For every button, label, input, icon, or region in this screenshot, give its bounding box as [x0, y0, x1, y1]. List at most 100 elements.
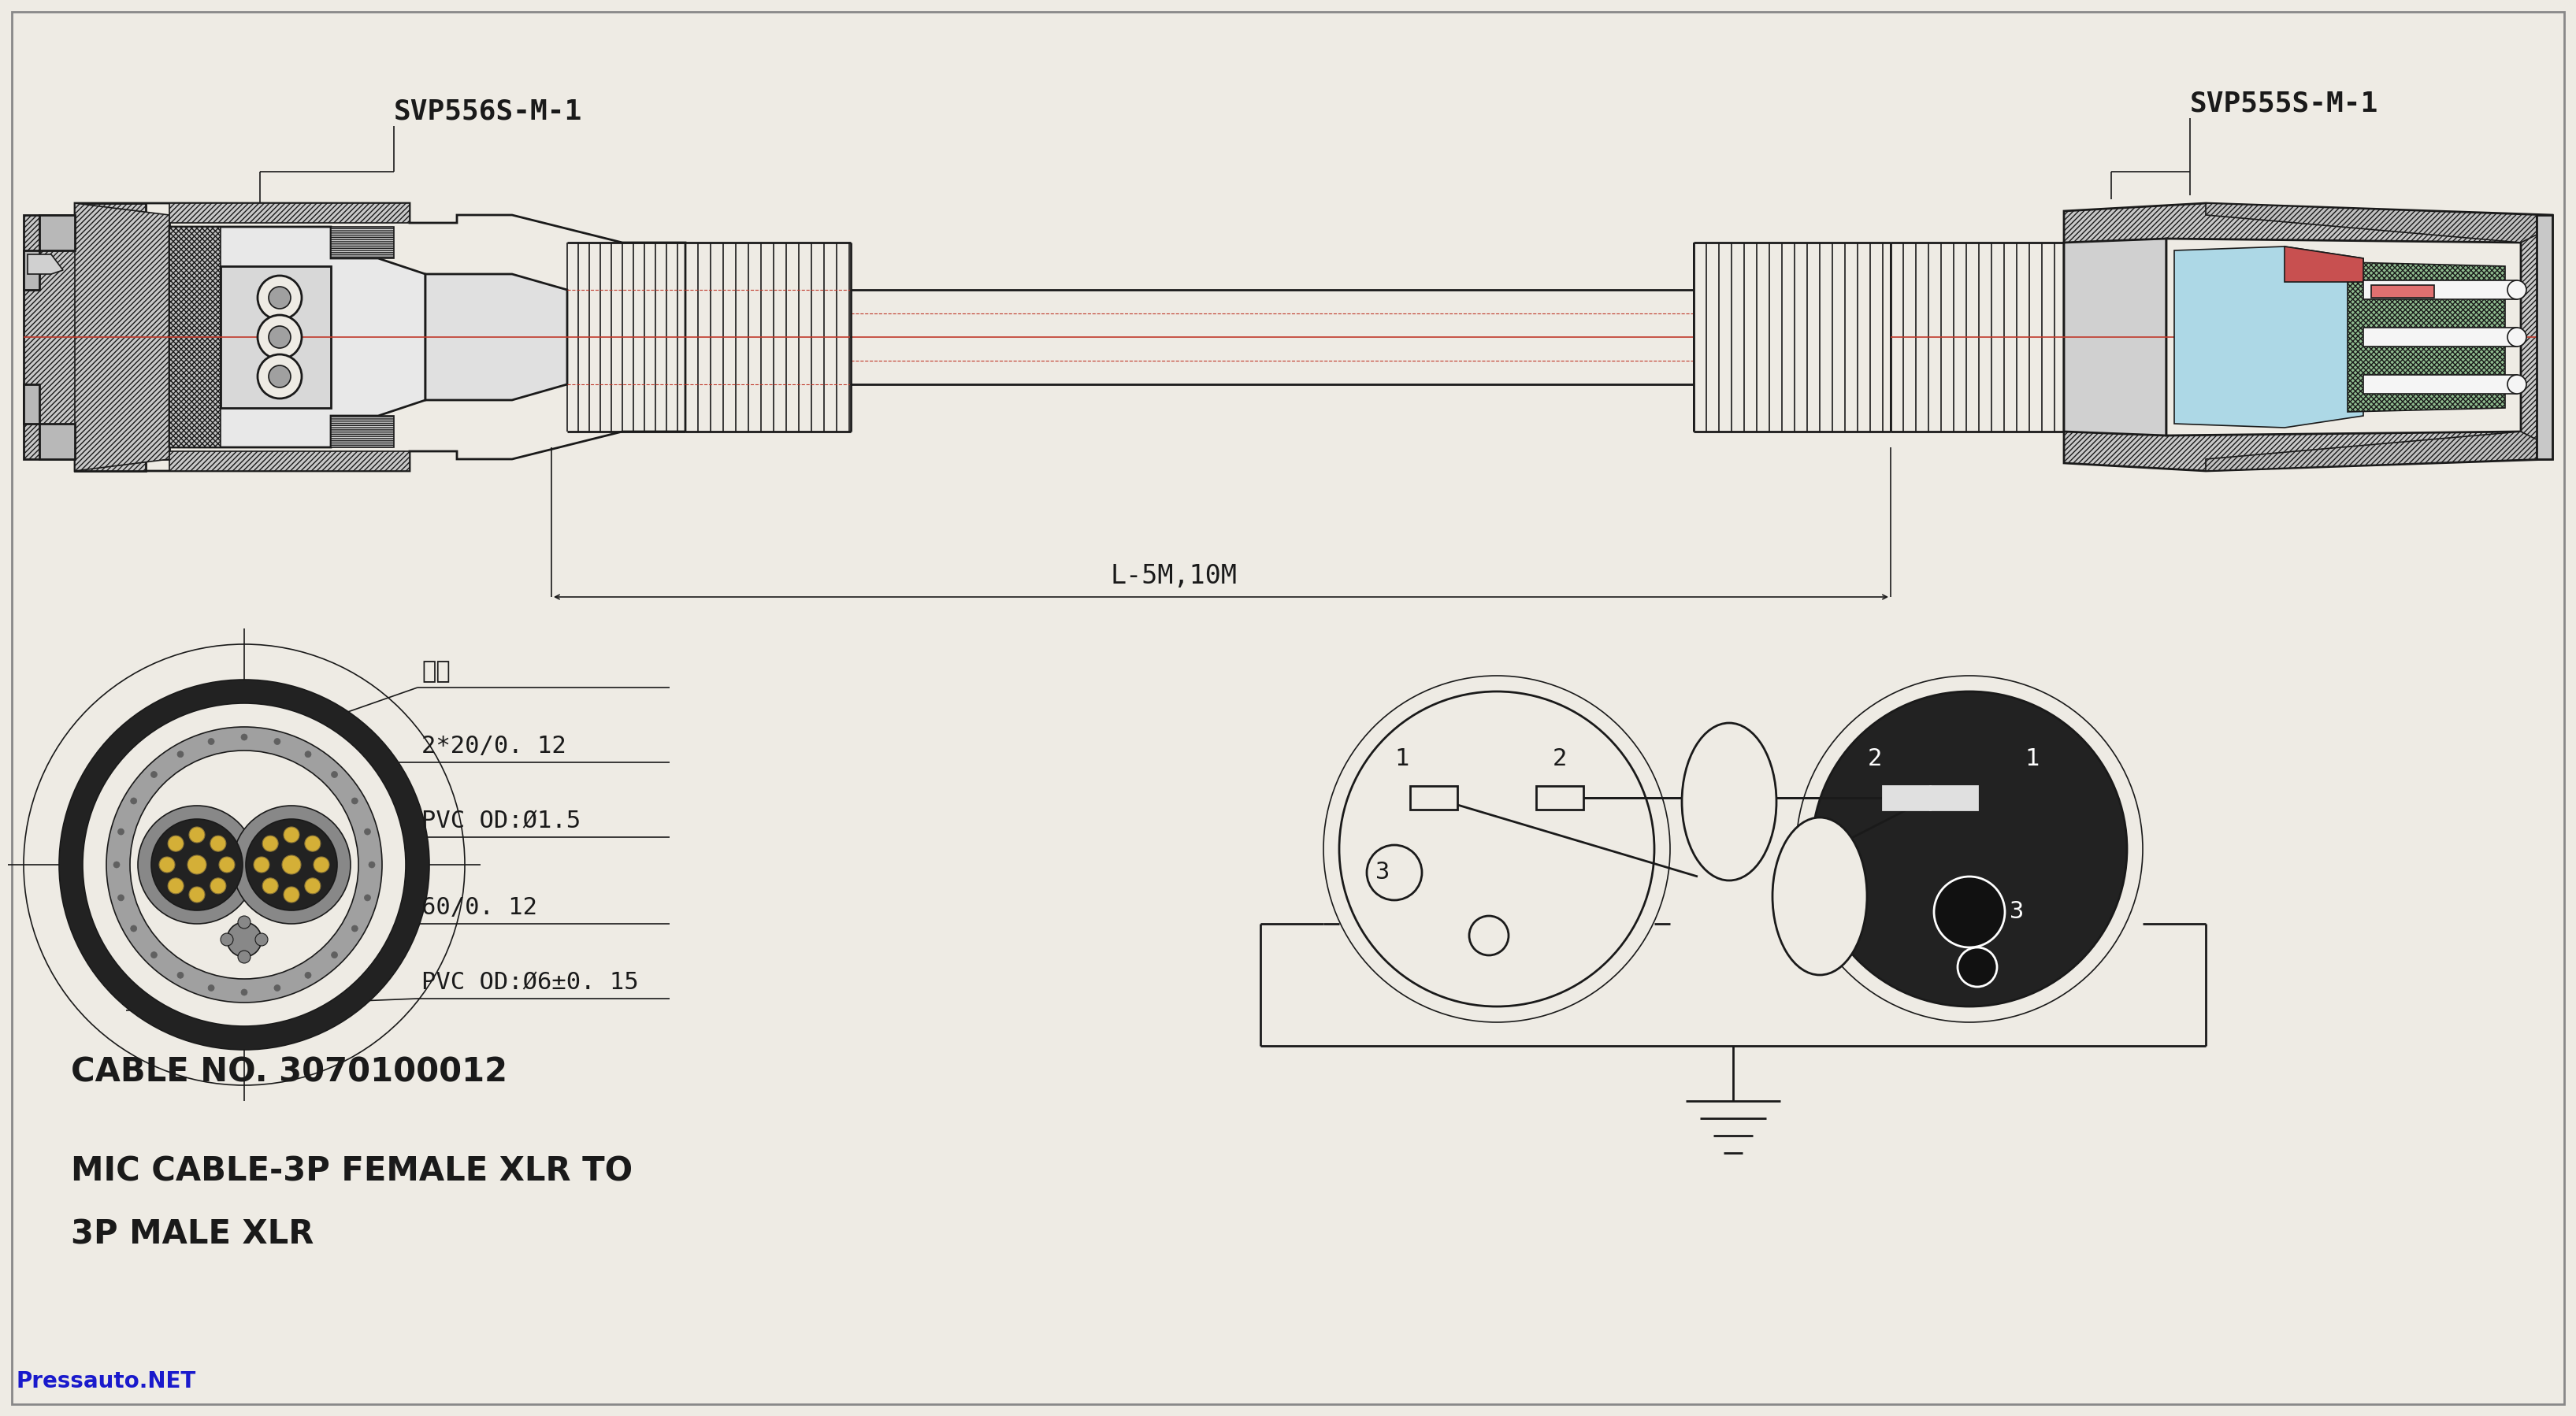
Polygon shape	[75, 202, 685, 472]
Circle shape	[332, 772, 337, 777]
Bar	[2362, 327, 2517, 347]
Circle shape	[258, 276, 301, 320]
Circle shape	[106, 726, 381, 1003]
Circle shape	[118, 895, 124, 901]
Circle shape	[1368, 845, 1422, 901]
Bar	[2362, 375, 2517, 394]
Bar	[1883, 786, 1929, 810]
Circle shape	[211, 878, 227, 893]
Circle shape	[283, 827, 299, 843]
Polygon shape	[2063, 239, 2166, 436]
Circle shape	[152, 818, 242, 910]
Circle shape	[178, 971, 183, 978]
Circle shape	[129, 750, 358, 978]
Bar	[1535, 786, 1584, 810]
Polygon shape	[23, 202, 170, 472]
Circle shape	[268, 365, 291, 388]
Text: 2*20/0. 12: 2*20/0. 12	[422, 735, 567, 758]
Circle shape	[363, 895, 371, 901]
Circle shape	[1468, 916, 1510, 956]
Circle shape	[350, 797, 358, 804]
Text: 棉线: 棉线	[422, 660, 451, 683]
Text: 60/0. 12: 60/0. 12	[422, 896, 538, 919]
Text: 2: 2	[1553, 748, 1566, 770]
Text: 3P MALE XLR: 3P MALE XLR	[72, 1218, 314, 1250]
Polygon shape	[170, 227, 425, 447]
Circle shape	[304, 971, 312, 978]
Circle shape	[152, 772, 157, 777]
Circle shape	[219, 857, 234, 872]
Polygon shape	[170, 452, 410, 472]
Text: PVC OD:Ø1.5: PVC OD:Ø1.5	[422, 810, 580, 833]
Circle shape	[131, 926, 137, 932]
Polygon shape	[330, 227, 394, 258]
Polygon shape	[170, 227, 222, 447]
Polygon shape	[23, 384, 75, 459]
Circle shape	[304, 750, 312, 758]
Circle shape	[160, 857, 175, 872]
Circle shape	[281, 855, 301, 874]
Bar	[2537, 215, 2553, 459]
Circle shape	[273, 984, 281, 991]
Text: 2: 2	[1868, 748, 1883, 770]
Polygon shape	[2347, 262, 2504, 412]
Circle shape	[245, 818, 337, 910]
Text: 3: 3	[2009, 901, 2025, 923]
Circle shape	[237, 950, 250, 963]
Circle shape	[152, 952, 157, 959]
Polygon shape	[222, 266, 330, 408]
Text: 3: 3	[1376, 861, 1391, 884]
Circle shape	[131, 797, 137, 804]
Text: 1: 1	[1396, 748, 1409, 770]
Ellipse shape	[1682, 724, 1777, 881]
Circle shape	[232, 806, 350, 923]
Circle shape	[167, 878, 183, 893]
Text: PVC OD:Ø6±0. 15: PVC OD:Ø6±0. 15	[422, 971, 639, 994]
Circle shape	[242, 733, 247, 741]
Polygon shape	[2063, 202, 2553, 472]
Circle shape	[113, 861, 118, 868]
Polygon shape	[28, 255, 62, 275]
Circle shape	[167, 835, 183, 851]
Circle shape	[314, 857, 330, 872]
Circle shape	[188, 886, 206, 902]
Text: 1: 1	[2025, 748, 2040, 770]
Circle shape	[268, 326, 291, 348]
Circle shape	[1935, 877, 2004, 947]
Circle shape	[268, 286, 291, 309]
Text: MIC CABLE-3P FEMALE XLR TO: MIC CABLE-3P FEMALE XLR TO	[72, 1154, 634, 1188]
Circle shape	[263, 878, 278, 893]
Circle shape	[255, 933, 268, 946]
Circle shape	[363, 828, 371, 835]
Circle shape	[1811, 691, 2128, 1007]
Circle shape	[258, 354, 301, 398]
Polygon shape	[2174, 246, 2362, 428]
Circle shape	[209, 738, 214, 745]
Circle shape	[211, 835, 227, 851]
Polygon shape	[170, 202, 410, 222]
Text: CABLE NO. 3070100012: CABLE NO. 3070100012	[72, 1056, 507, 1089]
Bar	[1929, 786, 1978, 810]
Polygon shape	[2166, 239, 2522, 436]
Circle shape	[59, 680, 430, 1049]
Text: SVP556S-M-1: SVP556S-M-1	[394, 98, 582, 125]
Polygon shape	[2205, 432, 2537, 472]
Circle shape	[1958, 947, 1996, 987]
Circle shape	[2506, 280, 2527, 299]
Polygon shape	[425, 275, 567, 401]
Circle shape	[368, 861, 376, 868]
Ellipse shape	[1772, 817, 1868, 976]
Bar	[1409, 786, 1458, 810]
Circle shape	[332, 952, 337, 959]
Circle shape	[237, 916, 250, 929]
Circle shape	[304, 835, 319, 851]
Text: Pressauto.NET: Pressauto.NET	[15, 1371, 196, 1392]
Circle shape	[188, 827, 206, 843]
Circle shape	[209, 984, 214, 991]
Circle shape	[242, 990, 247, 995]
Circle shape	[258, 314, 301, 360]
Bar	[2370, 285, 2434, 297]
Polygon shape	[23, 215, 75, 290]
Text: SVP555S-M-1: SVP555S-M-1	[2190, 89, 2378, 116]
Circle shape	[227, 922, 263, 957]
